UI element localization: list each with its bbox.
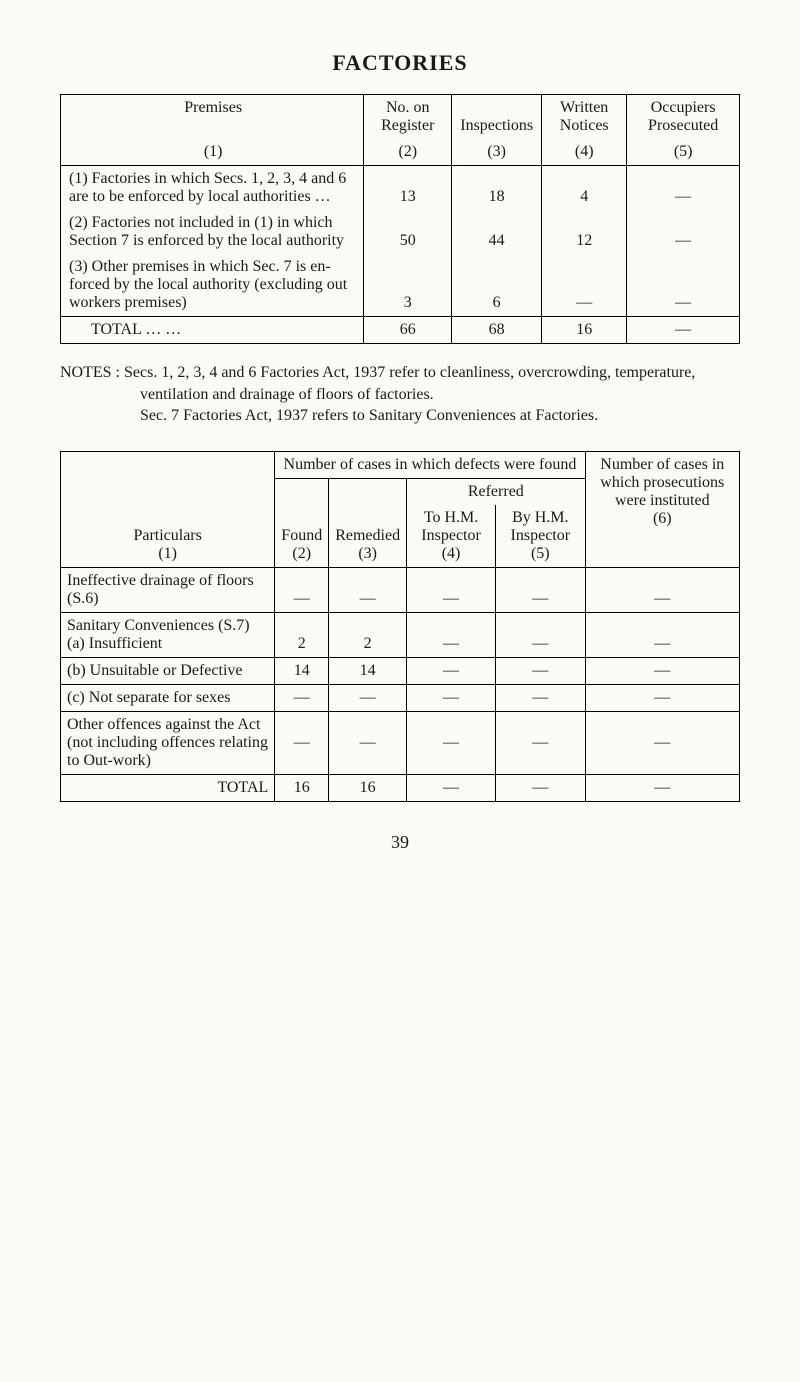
group-header-defects: Number of cases in which defects were fo… [275, 451, 585, 478]
notes-line-2: Sec. 7 Factories Act, 1937 refers to San… [60, 405, 740, 427]
cell: 13 [364, 166, 452, 211]
cell: 2 [329, 612, 407, 657]
cell: — [496, 774, 586, 801]
col-num-5: (5) [627, 139, 740, 166]
col-header-prosecutions: Number of cases in which prosecu­tions w… [592, 456, 733, 510]
cell: — [585, 612, 739, 657]
cell: — [585, 774, 739, 801]
col-num-3: (3) [452, 139, 542, 166]
row-label: Other offences against the Act (not incl… [61, 711, 275, 774]
cell: — [407, 567, 496, 612]
col-header-byhm: By H.M. Inspector [502, 509, 579, 545]
cell: 14 [275, 657, 329, 684]
table-row: (c) Not separate for sexes — — — — — [61, 684, 740, 711]
table-row: Ineffective drainage of floors (S.6) — —… [61, 567, 740, 612]
cell: 2 [275, 612, 329, 657]
cell: — [627, 166, 740, 211]
cell: 16 [275, 774, 329, 801]
factories-summary-table: Premises No. on Register Inspections Wri… [60, 94, 740, 344]
cell: — [585, 684, 739, 711]
cell: — [496, 657, 586, 684]
cell: — [627, 210, 740, 254]
row-label: Sanitary Conveniences (S.7) [67, 617, 268, 635]
col-num-6: (6) [592, 510, 733, 528]
col-num-1: (1) [61, 139, 364, 166]
cell: — [496, 567, 586, 612]
col-header-notices: Written Notices [542, 95, 627, 140]
cell: — [407, 711, 496, 774]
table-row: Sanitary Conveniences (S.7) (a) Insuffic… [61, 612, 740, 657]
table-total-row: TOTAL … … 66 68 16 — [61, 317, 740, 344]
col-header-found: Found [281, 527, 322, 545]
cell: — [329, 684, 407, 711]
row-label: (2) Factories not in­cluded in (1) in wh… [61, 210, 364, 254]
cell: — [407, 774, 496, 801]
row-label: (3) Other premises in which Sec. 7 is en… [61, 254, 364, 317]
defects-table: Particulars (1) Number of cases in which… [60, 451, 740, 802]
col-num-4: (4) [542, 139, 627, 166]
cell: — [407, 684, 496, 711]
cell: 4 [542, 166, 627, 211]
notes-line-1: Secs. 1, 2, 3, 4 and 6 Factories Act, 19… [124, 364, 695, 403]
cell: — [496, 711, 586, 774]
cell: — [275, 711, 329, 774]
col-num-1: (1) [67, 545, 268, 563]
cell: — [542, 254, 627, 317]
col-header-tohm: To H.M. Inspector [413, 509, 489, 545]
cell: 66 [364, 317, 452, 344]
col-num-3: (3) [335, 545, 400, 563]
cell: 6 [452, 254, 542, 317]
total-label: TOTAL … … [61, 317, 364, 344]
table-row: (3) Other premises in which Sec. 7 is en… [61, 254, 740, 317]
table-row: (b) Unsuitable or Defective 14 14 — — — [61, 657, 740, 684]
col-num-4: (4) [413, 545, 489, 563]
col-header-inspections: Inspections [452, 95, 542, 140]
cell: 18 [452, 166, 542, 211]
col-header-register: No. on Register [364, 95, 452, 140]
page-number: 39 [60, 832, 740, 853]
cell: 3 [364, 254, 452, 317]
cell: — [407, 612, 496, 657]
cell: — [585, 567, 739, 612]
notes-prefix: NOTES : [60, 364, 120, 381]
cell: — [627, 317, 740, 344]
row-sublabel: (b) Unsuitable or Defective [67, 662, 268, 680]
col-num-2: (2) [364, 139, 452, 166]
cell: 12 [542, 210, 627, 254]
row-label: (1) Factories in which Secs. 1, 2, 3, 4 … [61, 166, 364, 211]
cell: — [496, 684, 586, 711]
col-num-2: (2) [281, 545, 322, 563]
total-label: TOTAL [61, 774, 275, 801]
cell: — [627, 254, 740, 317]
table-row: (1) Factories in which Secs. 1, 2, 3, 4 … [61, 166, 740, 211]
notes-block: NOTES : Secs. 1, 2, 3, 4 and 6 Factories… [60, 362, 740, 427]
cell: — [496, 612, 586, 657]
cell: — [407, 657, 496, 684]
table-row: Other offences against the Act (not incl… [61, 711, 740, 774]
table-total-row: TOTAL 16 16 — — — [61, 774, 740, 801]
cell: — [275, 684, 329, 711]
col-header-occupiers: Occupiers Prosecuted [627, 95, 740, 140]
col-header-particulars: Particulars [67, 527, 268, 545]
cell: 50 [364, 210, 452, 254]
table-row: (2) Factories not in­cluded in (1) in wh… [61, 210, 740, 254]
cell: 44 [452, 210, 542, 254]
cell: 16 [329, 774, 407, 801]
cell: — [275, 567, 329, 612]
col-header-remedied: Remedied [335, 527, 400, 545]
cell: — [329, 711, 407, 774]
group-header-referred: Referred [407, 478, 585, 505]
row-sublabel: (a) Insufficient [67, 635, 268, 653]
cell: — [585, 657, 739, 684]
col-num-5: (5) [502, 545, 579, 563]
row-label: Ineffective drainage of floors (S.6) [61, 567, 275, 612]
row-sublabel: (c) Not separate for sexes [67, 689, 268, 707]
cell: 68 [452, 317, 542, 344]
col-header-premises: Premises [61, 95, 364, 140]
cell: 16 [542, 317, 627, 344]
cell: — [585, 711, 739, 774]
cell: 14 [329, 657, 407, 684]
cell: — [329, 567, 407, 612]
page-title: FACTORIES [60, 50, 740, 76]
